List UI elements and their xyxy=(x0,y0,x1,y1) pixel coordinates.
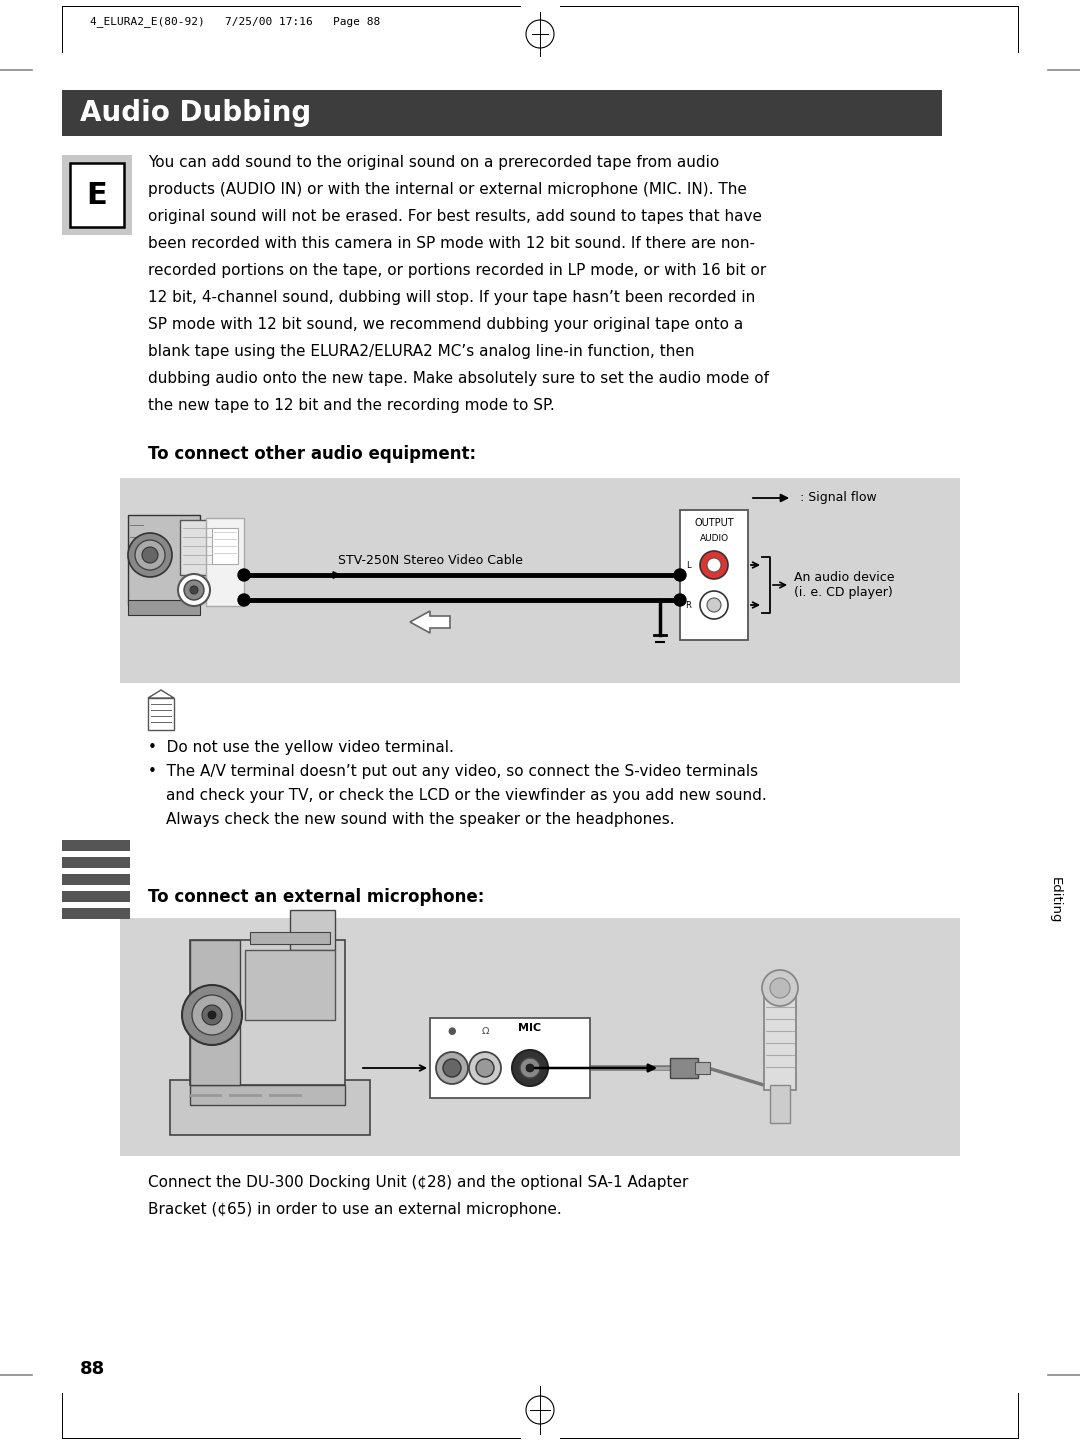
Bar xyxy=(62,857,130,869)
Text: and check your TV, or check the LCD or the viewfinder as you add new sound.: and check your TV, or check the LCD or t… xyxy=(166,788,767,802)
Text: •  Do not use the yellow video terminal.: • Do not use the yellow video terminal. xyxy=(148,740,454,755)
Text: dubbing audio onto the new tape. Make absolutely sure to set the audio mode of: dubbing audio onto the new tape. Make ab… xyxy=(148,371,769,385)
Circle shape xyxy=(469,1052,501,1084)
Circle shape xyxy=(436,1052,468,1084)
Bar xyxy=(670,1058,698,1078)
Bar xyxy=(170,1079,370,1136)
Text: STV-250N Stereo Video Cable: STV-250N Stereo Video Cable xyxy=(338,554,523,567)
Bar xyxy=(680,509,748,641)
Circle shape xyxy=(238,595,249,606)
Bar xyxy=(190,939,345,1085)
Text: the new tape to 12 bit and the recording mode to SP.: the new tape to 12 bit and the recording… xyxy=(148,398,555,413)
Text: Always check the new sound with the speaker or the headphones.: Always check the new sound with the spea… xyxy=(166,812,675,827)
Polygon shape xyxy=(148,690,174,698)
Bar xyxy=(430,1017,590,1098)
Bar xyxy=(180,519,220,574)
Text: You can add sound to the original sound on a prerecorded tape from audio: You can add sound to the original sound … xyxy=(148,154,719,170)
Bar xyxy=(190,939,240,1085)
Text: Bracket (¢65) in order to use an external microphone.: Bracket (¢65) in order to use an externa… xyxy=(148,1202,562,1216)
Text: products (AUDIO IN) or with the internal or external microphone (MIC. IN). The: products (AUDIO IN) or with the internal… xyxy=(148,182,747,198)
Bar xyxy=(190,1085,345,1105)
Circle shape xyxy=(192,996,232,1035)
Bar xyxy=(148,698,174,730)
Circle shape xyxy=(700,551,728,579)
Bar xyxy=(696,1062,710,1074)
Text: L: L xyxy=(686,560,690,570)
Circle shape xyxy=(476,1059,494,1076)
Text: To connect other audio equipment:: To connect other audio equipment: xyxy=(148,444,476,463)
Text: Ω: Ω xyxy=(482,1026,489,1036)
Bar xyxy=(764,990,796,1089)
Circle shape xyxy=(135,540,165,570)
Text: Connect the DU-300 Docking Unit (¢28) and the optional SA-1 Adapter: Connect the DU-300 Docking Unit (¢28) an… xyxy=(148,1175,688,1190)
Bar xyxy=(206,518,244,606)
Bar xyxy=(62,154,132,235)
Bar xyxy=(129,600,200,615)
Text: Audio Dubbing: Audio Dubbing xyxy=(80,100,311,127)
Text: OUTPUT: OUTPUT xyxy=(694,518,733,528)
Bar xyxy=(62,89,942,136)
Circle shape xyxy=(141,547,158,563)
Circle shape xyxy=(674,569,686,582)
Bar xyxy=(249,932,330,944)
Bar xyxy=(62,840,130,851)
Circle shape xyxy=(202,1004,222,1025)
Bar xyxy=(62,890,130,902)
Circle shape xyxy=(700,592,728,619)
Bar xyxy=(120,478,960,683)
Bar xyxy=(212,528,238,564)
Text: SP mode with 12 bit sound, we recommend dubbing your original tape onto a: SP mode with 12 bit sound, we recommend … xyxy=(148,317,743,332)
Bar xyxy=(120,918,960,1156)
Circle shape xyxy=(674,595,686,606)
Text: been recorded with this camera in SP mode with 12 bit sound. If there are non-: been recorded with this camera in SP mod… xyxy=(148,237,755,251)
Text: E: E xyxy=(86,180,107,209)
Circle shape xyxy=(238,569,249,582)
Bar xyxy=(770,1085,789,1123)
Text: R: R xyxy=(685,600,691,609)
Bar xyxy=(62,874,130,885)
Bar xyxy=(70,163,124,227)
Circle shape xyxy=(762,970,798,1006)
Text: : Signal flow: : Signal flow xyxy=(800,492,877,505)
Circle shape xyxy=(129,532,172,577)
Circle shape xyxy=(178,574,210,606)
Circle shape xyxy=(512,1051,548,1087)
Text: ●: ● xyxy=(448,1026,456,1036)
Text: 88: 88 xyxy=(80,1359,105,1378)
Text: 12 bit, 4-channel sound, dubbing will stop. If your tape hasn’t been recorded in: 12 bit, 4-channel sound, dubbing will st… xyxy=(148,290,755,304)
Text: 4_ELURA2_E(80-92)   7/25/00 17:16   Page 88: 4_ELURA2_E(80-92) 7/25/00 17:16 Page 88 xyxy=(90,16,380,27)
Circle shape xyxy=(707,597,721,612)
Text: original sound will not be erased. For best results, add sound to tapes that hav: original sound will not be erased. For b… xyxy=(148,209,762,224)
Text: Editing: Editing xyxy=(1049,877,1062,924)
Bar xyxy=(245,949,335,1020)
Circle shape xyxy=(519,1058,540,1078)
Circle shape xyxy=(183,986,242,1045)
Bar xyxy=(62,908,130,919)
Text: •  The A/V terminal doesn’t put out any video, so connect the S-video terminals: • The A/V terminal doesn’t put out any v… xyxy=(148,763,758,779)
Text: AUDIO: AUDIO xyxy=(700,534,729,543)
Circle shape xyxy=(526,1063,534,1072)
Circle shape xyxy=(184,580,204,600)
Polygon shape xyxy=(410,610,450,633)
Text: MIC: MIC xyxy=(518,1023,541,1033)
Circle shape xyxy=(443,1059,461,1076)
Text: An audio device
(i. e. CD player): An audio device (i. e. CD player) xyxy=(794,571,894,599)
Text: To connect an external microphone:: To connect an external microphone: xyxy=(148,887,484,906)
Circle shape xyxy=(208,1012,216,1019)
Circle shape xyxy=(770,978,789,999)
Text: recorded portions on the tape, or portions recorded in LP mode, or with 16 bit o: recorded portions on the tape, or portio… xyxy=(148,263,766,278)
Bar xyxy=(129,515,200,605)
Circle shape xyxy=(707,558,721,571)
Circle shape xyxy=(190,586,198,595)
Bar xyxy=(291,911,335,949)
Text: blank tape using the ELURA2/ELURA2 MC’s analog line-in function, then: blank tape using the ELURA2/ELURA2 MC’s … xyxy=(148,343,694,359)
